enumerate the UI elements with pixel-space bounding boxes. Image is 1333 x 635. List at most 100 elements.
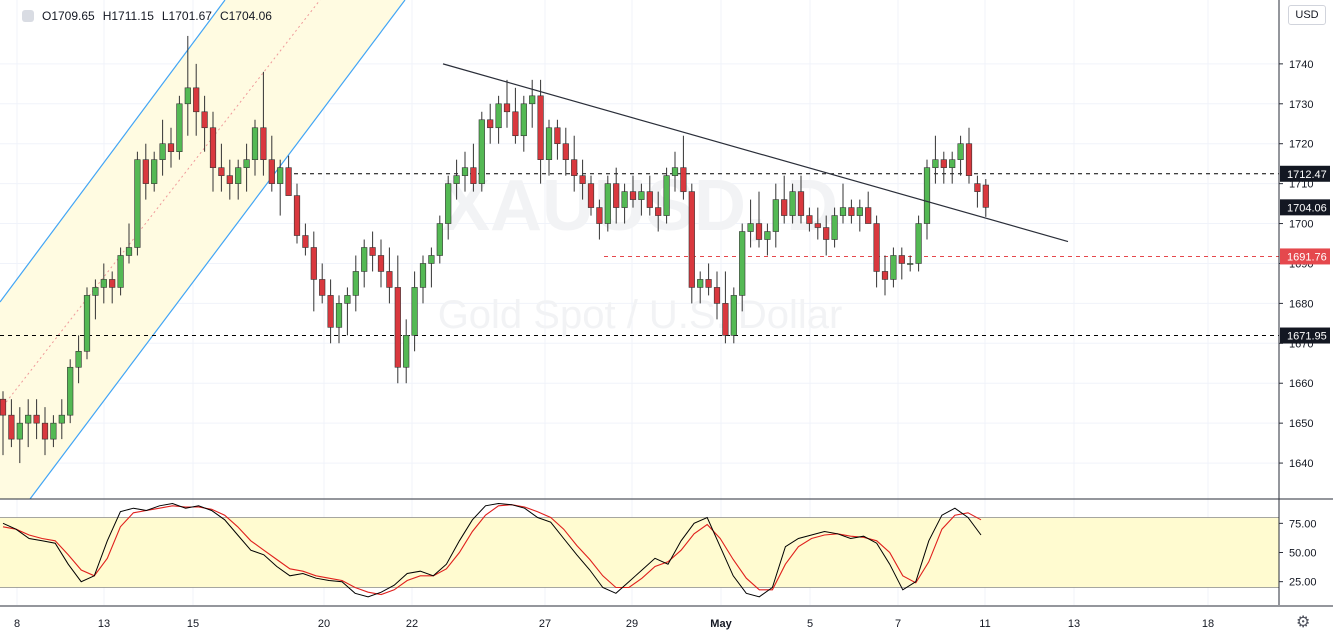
candle xyxy=(167,143,175,152)
candle xyxy=(445,183,452,224)
stochastic-band xyxy=(0,517,1279,588)
candle xyxy=(772,199,779,232)
candle xyxy=(33,414,40,424)
candle xyxy=(705,279,712,288)
time-tick-label: 20 xyxy=(318,618,330,630)
time-tick-label: 29 xyxy=(626,618,638,630)
candle xyxy=(797,191,805,216)
price-tick-label: 1680 xyxy=(1289,298,1313,310)
candle xyxy=(218,167,225,176)
gear-icon[interactable]: ⚙ xyxy=(1296,614,1311,631)
price-label: 1691.76 xyxy=(1287,251,1327,263)
price-label: 1712.47 xyxy=(1287,169,1327,181)
price-tick-label: 1740 xyxy=(1289,59,1313,71)
candle xyxy=(545,127,553,160)
close-value: C1704.06 xyxy=(219,9,272,23)
candle xyxy=(537,95,544,160)
candle xyxy=(226,175,233,184)
time-tick-label: 13 xyxy=(98,618,110,630)
candle xyxy=(722,303,729,336)
candle xyxy=(67,366,74,416)
candle xyxy=(461,167,469,176)
candle xyxy=(453,175,460,184)
candle xyxy=(260,127,267,160)
candle xyxy=(646,191,653,208)
legend-toggle-icon[interactable] xyxy=(22,10,34,22)
candle xyxy=(638,191,645,200)
candle xyxy=(890,255,897,280)
price-tick-label: 1650 xyxy=(1289,418,1313,430)
candle xyxy=(201,111,208,129)
price-label: 1671.95 xyxy=(1287,331,1327,343)
channel-lower-line xyxy=(29,0,406,500)
candle xyxy=(277,167,284,184)
stochastic-d-line xyxy=(2,504,982,596)
time-tick-label: 7 xyxy=(895,618,901,630)
candle xyxy=(529,95,536,105)
candle xyxy=(352,271,359,296)
candles xyxy=(0,35,989,464)
candle xyxy=(940,159,947,168)
candle xyxy=(419,263,427,288)
time-axis: 8 13 15 20 22 27 29 May 5 7 11 13 18 xyxy=(14,618,1214,630)
candle xyxy=(428,255,435,264)
candle xyxy=(982,184,989,208)
candle xyxy=(915,223,922,264)
candle xyxy=(335,303,343,328)
candle xyxy=(151,159,158,184)
candle xyxy=(898,255,905,264)
candle xyxy=(554,127,561,145)
candle xyxy=(839,207,847,216)
time-tick-label: 13 xyxy=(1068,618,1080,630)
ascending-channel xyxy=(0,0,406,500)
time-tick-label: 18 xyxy=(1202,618,1214,630)
candle xyxy=(604,183,611,224)
candle xyxy=(235,167,242,184)
candle xyxy=(302,235,309,248)
candle xyxy=(512,111,519,137)
candle xyxy=(881,271,889,280)
candle xyxy=(579,175,586,184)
price-tick-label: 1660 xyxy=(1289,378,1313,390)
channel-median-line xyxy=(0,0,321,411)
candle xyxy=(789,191,796,216)
price-label-box xyxy=(1280,248,1330,265)
candle xyxy=(125,247,133,256)
candle xyxy=(25,414,32,424)
candle xyxy=(293,195,301,236)
time-tick-label: 8 xyxy=(14,618,20,630)
candle xyxy=(100,279,107,288)
candle xyxy=(503,103,511,113)
candle xyxy=(193,87,200,113)
price-axis: 1640165016601670168016901700171017201730… xyxy=(1279,59,1330,589)
candle xyxy=(327,295,334,328)
candle xyxy=(8,414,15,440)
price-tick-label: 1700 xyxy=(1289,219,1313,231)
candle xyxy=(436,223,443,256)
currency-button[interactable]: USD xyxy=(1288,5,1326,25)
candle xyxy=(176,103,183,152)
price-tick-label: 1730 xyxy=(1289,99,1313,111)
time-tick-label: May xyxy=(710,618,732,630)
candle xyxy=(923,167,931,224)
time-tick-label: 5 xyxy=(807,618,813,630)
candle xyxy=(319,279,326,296)
candle xyxy=(0,398,7,416)
candle xyxy=(974,183,981,192)
candle xyxy=(495,103,502,129)
candle xyxy=(663,175,670,216)
price-label: 1704.06 xyxy=(1287,202,1327,214)
candle xyxy=(58,414,65,424)
candle xyxy=(159,143,166,160)
candle xyxy=(377,255,385,272)
candle xyxy=(730,295,737,336)
candle xyxy=(369,247,376,256)
candle xyxy=(629,191,637,200)
stochastic-tick-label: 25.00 xyxy=(1289,577,1317,589)
channel-fill xyxy=(0,0,405,499)
candle xyxy=(117,255,124,288)
candle xyxy=(823,227,830,240)
candle xyxy=(251,127,259,160)
watermark-description: Gold Spot / U.S. Dollar xyxy=(438,293,843,337)
